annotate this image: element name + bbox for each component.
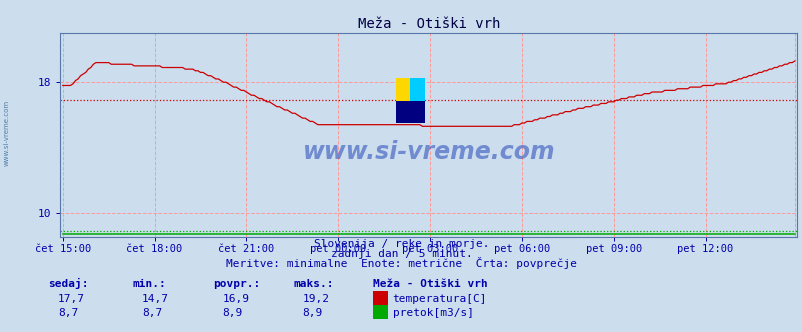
- Text: www.si-vreme.com: www.si-vreme.com: [3, 100, 10, 166]
- Title: Meža - Otiški vrh: Meža - Otiški vrh: [357, 17, 500, 31]
- Text: pretok[m3/s]: pretok[m3/s]: [392, 308, 473, 318]
- Text: 8,7: 8,7: [58, 308, 78, 318]
- Text: zadnji dan / 5 minut.: zadnji dan / 5 minut.: [330, 249, 472, 259]
- Text: Meritve: minimalne  Enote: metrične  Črta: povprečje: Meritve: minimalne Enote: metrične Črta:…: [225, 257, 577, 269]
- Text: 17,7: 17,7: [58, 294, 85, 304]
- Text: temperatura[C]: temperatura[C]: [392, 294, 487, 304]
- Text: Meža - Otiški vrh: Meža - Otiški vrh: [373, 279, 488, 289]
- Text: 8,9: 8,9: [222, 308, 242, 318]
- Text: min.:: min.:: [132, 279, 166, 289]
- Text: 14,7: 14,7: [142, 294, 169, 304]
- Text: maks.:: maks.:: [293, 279, 333, 289]
- Text: povpr.:: povpr.:: [213, 279, 260, 289]
- Text: Slovenija / reke in morje.: Slovenija / reke in morje.: [314, 239, 488, 249]
- Text: sedaj:: sedaj:: [48, 278, 88, 289]
- Text: www.si-vreme.com: www.si-vreme.com: [302, 140, 554, 164]
- Text: 8,7: 8,7: [142, 308, 162, 318]
- Text: 19,2: 19,2: [302, 294, 330, 304]
- Text: 16,9: 16,9: [222, 294, 249, 304]
- Text: 8,9: 8,9: [302, 308, 322, 318]
